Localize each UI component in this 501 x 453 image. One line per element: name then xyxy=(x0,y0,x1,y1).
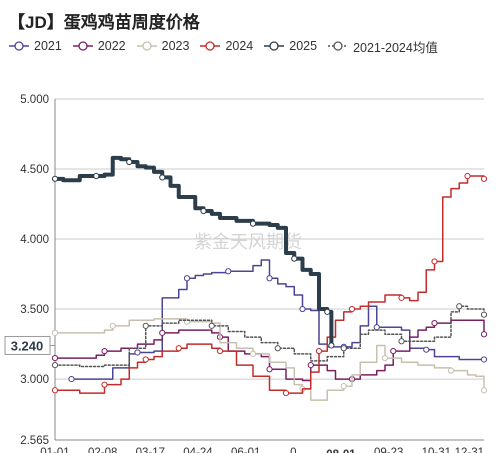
series-point xyxy=(216,347,224,355)
series-point xyxy=(175,345,182,352)
series-point xyxy=(142,322,149,329)
legend-label: 2023 xyxy=(161,39,190,53)
series-line-5 xyxy=(54,305,485,368)
series-point xyxy=(464,172,471,180)
x-tick-label: 10-31 xyxy=(422,447,451,453)
series-point xyxy=(208,322,215,329)
legend-label: 2024 xyxy=(225,39,254,53)
legend-item-1: 2022 xyxy=(72,39,126,53)
series-point xyxy=(307,361,314,369)
series-point xyxy=(480,175,488,182)
y-tick-label: 4.000 xyxy=(20,234,49,246)
x-tick-label: 04-24 xyxy=(183,447,213,453)
series-point xyxy=(109,322,116,329)
legend-swatch xyxy=(72,41,93,51)
series-point xyxy=(480,331,488,338)
legend-swatch xyxy=(136,41,157,51)
legend-item-3: 2024 xyxy=(199,39,253,53)
y-tick-label: 4.500 xyxy=(20,164,49,176)
x-tick-label: 06-01 xyxy=(231,447,260,453)
legend-label: 2021-2024均值 xyxy=(353,40,438,55)
series-point xyxy=(398,338,405,345)
series-point xyxy=(431,258,438,265)
series-point xyxy=(249,220,257,227)
series-point xyxy=(101,381,108,388)
legend-label: 2025 xyxy=(289,39,318,53)
legend-label: 2022 xyxy=(97,39,126,53)
series-point xyxy=(340,345,347,352)
series-point xyxy=(480,311,488,318)
series-point xyxy=(324,308,331,315)
series-point xyxy=(51,387,59,394)
series-point xyxy=(348,305,356,313)
series-point xyxy=(51,329,59,336)
legend-item-4: 2025 xyxy=(263,39,317,53)
x-tick-label: 01-01 xyxy=(40,447,69,453)
series-point xyxy=(142,356,149,363)
x-tick-label: 12-31 xyxy=(455,447,484,453)
series-point xyxy=(328,342,335,349)
legend-item-5: 2021-2024均值 xyxy=(327,37,438,56)
series-point xyxy=(315,347,323,355)
x-tick-label: 02-08 xyxy=(88,447,117,453)
series-point xyxy=(200,207,207,215)
legend-item-2: 2023 xyxy=(136,39,190,53)
series-line-0 xyxy=(70,259,485,380)
legend-label: 2021 xyxy=(34,39,62,53)
x-tick-label: 09-23 xyxy=(374,447,403,453)
series-point xyxy=(126,158,133,166)
legend-swatch xyxy=(200,41,221,51)
series-point xyxy=(480,387,488,394)
series-point xyxy=(299,305,306,313)
series-point xyxy=(381,354,389,362)
current-value-label: 3.240 xyxy=(11,338,44,353)
legend-swatch xyxy=(328,41,349,51)
series-point xyxy=(51,175,59,182)
series-point xyxy=(183,275,191,282)
y-tick-label: 2.565 xyxy=(20,435,49,447)
series-point xyxy=(159,174,166,181)
x-tick-label: 03-17 xyxy=(136,447,165,453)
series-point xyxy=(101,347,108,355)
series-point xyxy=(456,303,463,310)
legend-item-0: 2021 xyxy=(8,39,62,53)
series-point xyxy=(423,346,430,353)
series-point xyxy=(51,361,59,369)
series-point xyxy=(373,324,380,331)
series-point xyxy=(159,329,166,336)
series-line-4 xyxy=(53,155,334,348)
chart-title: 【JD】蛋鸡鸡苗周度价格 xyxy=(8,13,200,32)
legend: 2021 2022 2023 2024 2025 2021-2024均值 xyxy=(8,37,448,55)
x-tick-label: 0 xyxy=(290,447,296,453)
series-point xyxy=(274,345,281,352)
series-point xyxy=(340,382,347,390)
y-tick-label: 3.500 xyxy=(20,304,49,316)
series-point xyxy=(282,389,290,397)
y-tick-label: 5.000 xyxy=(20,94,49,106)
series-point xyxy=(447,367,455,374)
legend-swatch xyxy=(9,41,29,51)
series-point xyxy=(390,347,397,355)
series-point xyxy=(225,268,232,275)
y-tick-label: 3.000 xyxy=(20,374,49,386)
series-point xyxy=(291,255,298,262)
series-point xyxy=(431,319,438,327)
legend-swatch xyxy=(264,41,285,51)
series-point xyxy=(93,172,100,180)
series-point xyxy=(398,294,405,301)
series-point xyxy=(249,350,257,357)
series-point xyxy=(266,275,273,282)
x-tick-label: 08-01 xyxy=(326,449,356,453)
series-point xyxy=(68,375,75,383)
series-point xyxy=(480,356,488,363)
series-point xyxy=(266,366,273,373)
series-point xyxy=(51,354,59,362)
watermark: 紫金天风期货 xyxy=(194,232,302,252)
series-point xyxy=(134,349,141,356)
